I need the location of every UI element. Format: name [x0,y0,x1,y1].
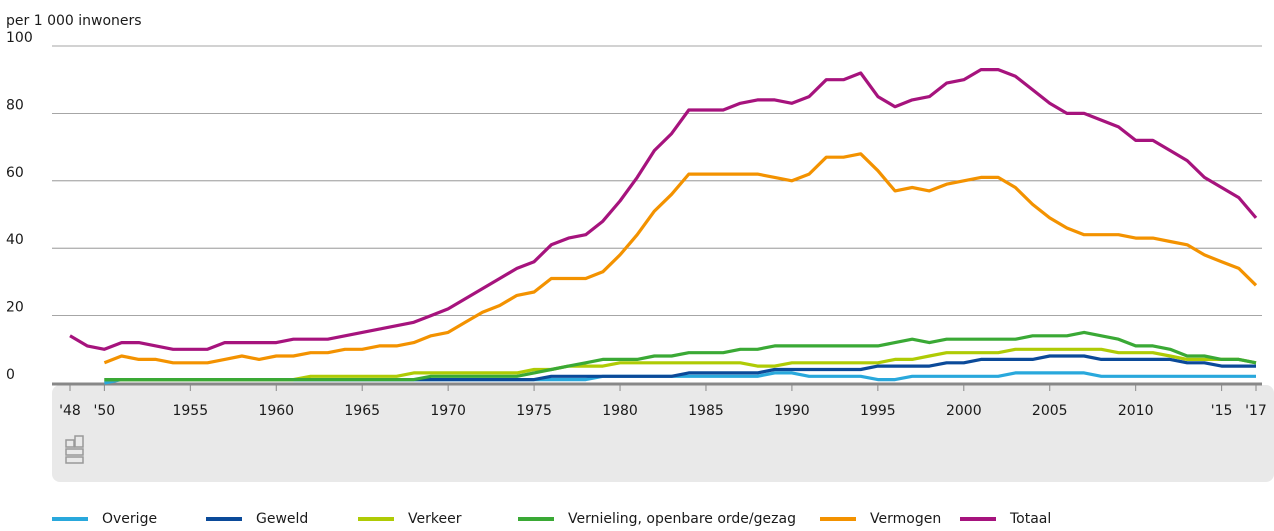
y-tick-label: 100 [6,30,33,46]
x-tick-label: '17 [1245,403,1267,419]
y-tick-label: 60 [6,165,24,181]
x-tick-label: 1970 [430,403,466,419]
legend-label: Vernieling, openbare orde/gezag [568,511,796,527]
x-tick-label: 2005 [1032,403,1068,419]
y-tick-label: 20 [6,300,24,316]
legend-label: Totaal [1009,511,1051,527]
legend-label: Geweld [256,511,308,527]
x-tick-label: 1985 [688,403,724,419]
x-tick-label: '15 [1211,403,1233,419]
series-line [69,68,1258,351]
x-tick-label: '48 [59,403,81,419]
x-tick-label: '50 [94,403,116,419]
logo [65,435,84,464]
x-axis-band [52,385,1274,482]
legend-label: Verkeer [408,511,462,527]
x-tick-label: 1955 [172,403,208,419]
y-tick-label: 80 [6,97,24,113]
y-axis-label: per 1 000 inwoners [6,13,142,29]
x-tick-label: 2010 [1118,403,1154,419]
series-line [104,330,1257,382]
x-tick-label: 1980 [602,403,638,419]
series-line [103,152,1258,365]
x-tick-label: 1990 [774,403,810,419]
legend-label: Overige [102,511,157,527]
x-tick-label: 1995 [860,403,896,419]
x-tick-label: 1960 [258,403,294,419]
x-tick-label: 1975 [516,403,552,419]
x-tick-label: 1965 [344,403,380,419]
x-tick-label: 2000 [946,403,982,419]
y-tick-label: 40 [6,232,24,248]
legend-label: Vermogen [870,511,941,527]
series-line [104,354,1256,382]
y-tick-label: 0 [6,367,15,383]
